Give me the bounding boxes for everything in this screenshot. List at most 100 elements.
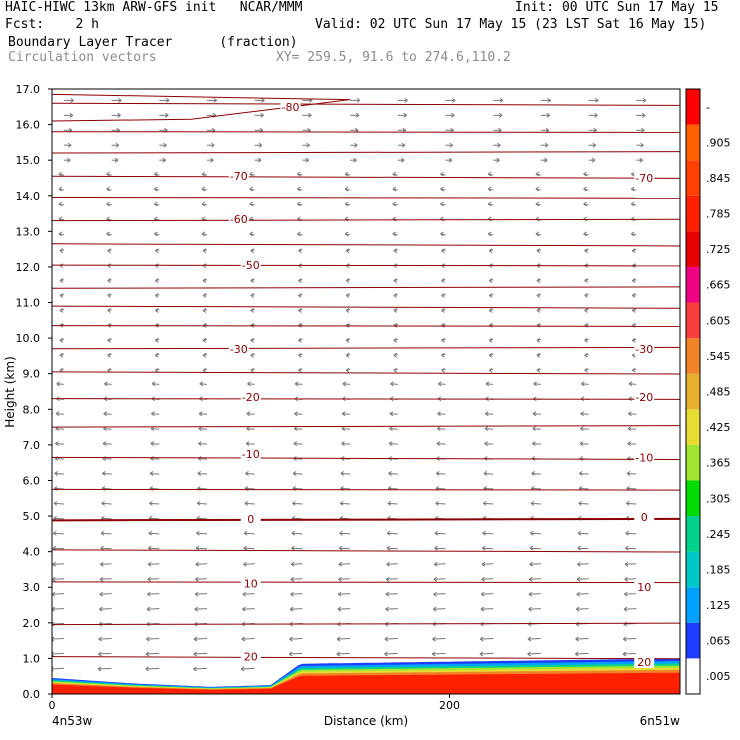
isotherm-label: -30 bbox=[635, 343, 653, 356]
circulation-vector bbox=[624, 591, 637, 597]
circulation-vector bbox=[298, 367, 303, 373]
circulation-vector bbox=[202, 308, 208, 313]
circulation-vector bbox=[147, 561, 160, 567]
circulation-vector bbox=[155, 352, 160, 358]
colorbar-label: .845 bbox=[706, 172, 731, 185]
circulation-vector bbox=[441, 248, 446, 254]
circulation-vector bbox=[155, 308, 160, 313]
circulation-vector bbox=[196, 530, 208, 536]
colorbar-swatch bbox=[686, 551, 700, 588]
circulation-vector bbox=[531, 471, 541, 476]
circulation-vector bbox=[341, 426, 351, 432]
colorbar-label: .365 bbox=[706, 457, 731, 470]
circulation-vector bbox=[290, 561, 303, 567]
circulation-vector bbox=[339, 530, 351, 536]
circulation-vector bbox=[445, 112, 455, 118]
circulation-vector bbox=[98, 651, 112, 657]
circulation-vector bbox=[530, 530, 541, 536]
circulation-vector bbox=[102, 471, 112, 476]
colorbar-swatch bbox=[686, 480, 700, 517]
circulation-vector bbox=[250, 278, 255, 283]
tracer-band-6 bbox=[52, 672, 680, 694]
circulation-vector bbox=[298, 293, 303, 298]
colorbar-swatch bbox=[686, 266, 700, 303]
isotherm-line bbox=[52, 398, 680, 400]
circulation-vector bbox=[481, 561, 494, 567]
circulation-vector bbox=[98, 636, 112, 642]
circulation-vector bbox=[627, 426, 637, 432]
circulation-vector bbox=[493, 112, 503, 118]
circulation-vector bbox=[485, 411, 494, 417]
circulation-vector bbox=[577, 545, 589, 551]
isotherm-line bbox=[52, 93, 351, 122]
circulation-vector bbox=[632, 248, 637, 254]
circulation-vector bbox=[532, 441, 541, 446]
circulation-vector bbox=[337, 606, 351, 612]
circulation-vector bbox=[393, 337, 398, 343]
circulation-vector bbox=[52, 606, 64, 612]
circulation-vector bbox=[52, 666, 64, 672]
circulation-vector bbox=[202, 367, 208, 373]
circulation-vector bbox=[386, 530, 398, 536]
circulation-vector bbox=[289, 606, 303, 612]
circulation-vector bbox=[290, 576, 303, 582]
circulation-vector bbox=[154, 201, 160, 207]
circulation-vector bbox=[52, 561, 64, 567]
circulation-vector bbox=[288, 651, 303, 657]
circulation-vector bbox=[53, 500, 64, 506]
circulation-vector bbox=[584, 278, 589, 283]
circulation-vector bbox=[479, 636, 494, 642]
circulation-vector bbox=[345, 367, 351, 373]
colorbar-label: .485 bbox=[706, 386, 731, 399]
circulation-vector bbox=[107, 293, 112, 298]
circulation-vector bbox=[625, 530, 637, 536]
circulation-vector bbox=[445, 97, 456, 103]
circulation-vector bbox=[530, 500, 541, 506]
circulation-vector bbox=[345, 248, 351, 254]
circulation-vector bbox=[290, 591, 303, 597]
circulation-vector bbox=[111, 157, 119, 163]
circulation-vector bbox=[297, 231, 303, 237]
circulation-vector bbox=[436, 441, 446, 446]
circulation-vector bbox=[577, 530, 589, 536]
circulation-vector bbox=[350, 112, 360, 118]
circulation-vector bbox=[250, 367, 255, 373]
y-tick-label: 6.0 bbox=[23, 474, 41, 487]
circulation-vector bbox=[344, 171, 351, 177]
circulation-vector bbox=[437, 381, 446, 387]
circulation-vector bbox=[207, 97, 218, 103]
isotherm-line bbox=[52, 622, 680, 626]
circulation-vector bbox=[536, 278, 541, 283]
isotherm-line bbox=[52, 218, 680, 222]
circulation-vector bbox=[195, 545, 208, 551]
circulation-vector bbox=[583, 231, 589, 237]
colorbar-label: .065 bbox=[706, 635, 731, 648]
circulation-vector bbox=[636, 97, 647, 103]
isotherm-label: 20 bbox=[244, 651, 258, 664]
circulation-vector bbox=[194, 591, 208, 597]
circulation-vector bbox=[63, 157, 71, 163]
isotherm-label: -60 bbox=[230, 213, 248, 226]
circulation-vector bbox=[254, 142, 263, 148]
circulation-vector bbox=[298, 322, 303, 328]
colorbar-swatch bbox=[686, 160, 700, 196]
circulation-vector bbox=[344, 186, 351, 192]
circulation-vector bbox=[393, 308, 398, 313]
circulation-vector bbox=[631, 201, 637, 207]
isotherm-line bbox=[52, 517, 680, 522]
circulation-vector bbox=[440, 216, 446, 222]
circulation-vector bbox=[247, 381, 255, 387]
circulation-vector bbox=[584, 322, 589, 328]
circulation-vector bbox=[535, 201, 541, 207]
y-tick-label: 8.0 bbox=[23, 403, 41, 416]
circulation-vector bbox=[338, 561, 351, 567]
circulation-vector bbox=[107, 278, 112, 283]
circulation-vector bbox=[148, 545, 160, 551]
circulation-vector bbox=[575, 636, 589, 642]
circulation-vector bbox=[243, 530, 255, 536]
colorbar-swatch bbox=[686, 124, 700, 161]
circulation-vector bbox=[342, 381, 351, 387]
circulation-vector bbox=[535, 231, 541, 237]
circulation-vector bbox=[482, 500, 494, 506]
isotherm-line bbox=[52, 581, 680, 584]
